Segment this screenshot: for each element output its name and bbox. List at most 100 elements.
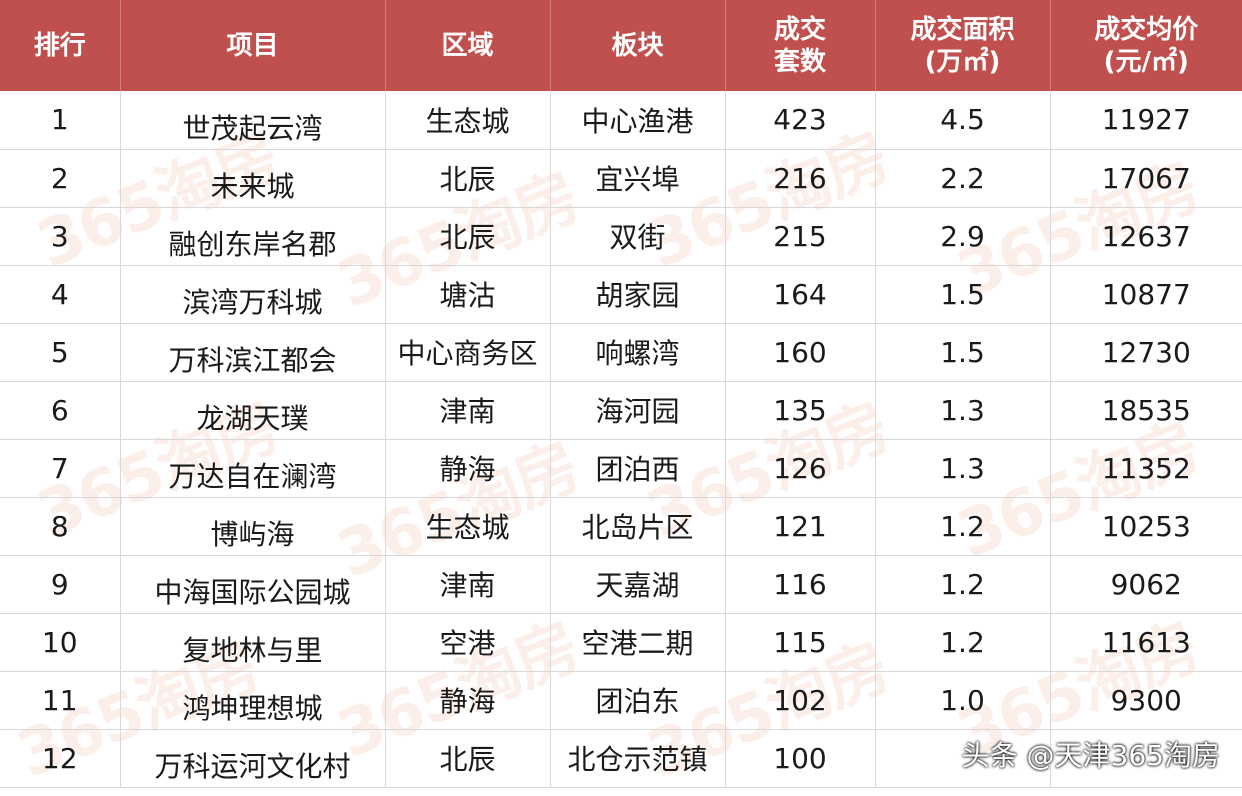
cell-block: 双街 xyxy=(550,207,725,265)
cell-block: 中心渔港 xyxy=(550,91,725,149)
cell-area: 4.5 xyxy=(875,91,1050,149)
cell-district: 生态城 xyxy=(385,91,550,149)
table-header-row: 排行 项目 区域 板块 成交 套数 成交面积 (万㎡) 成交均价 (元/㎡) xyxy=(0,0,1242,91)
cell-units: 102 xyxy=(725,671,875,729)
cell-price: 9300 xyxy=(1050,671,1242,729)
cell-rank: 10 xyxy=(0,613,120,671)
cell-district: 津南 xyxy=(385,381,550,439)
cell-units: 160 xyxy=(725,323,875,381)
cell-project: 万达自在澜湾 xyxy=(120,439,385,497)
cell-district: 北辰 xyxy=(385,729,550,787)
header-price-line2: (元/㎡) xyxy=(1051,46,1242,78)
cell-district: 北辰 xyxy=(385,149,550,207)
cell-rank: 4 xyxy=(0,265,120,323)
cell-project: 滨湾万科城 xyxy=(120,265,385,323)
cell-units: 115 xyxy=(725,613,875,671)
cell-price: 9062 xyxy=(1050,555,1242,613)
header-area-line1: 成交面积 xyxy=(876,14,1050,46)
cell-price: 12730 xyxy=(1050,323,1242,381)
cell-units: 126 xyxy=(725,439,875,497)
cell-area: 1.5 xyxy=(875,265,1050,323)
cell-price: 10253 xyxy=(1050,497,1242,555)
cell-units: 164 xyxy=(725,265,875,323)
cell-area: 1.3 xyxy=(875,439,1050,497)
cell-rank: 3 xyxy=(0,207,120,265)
cell-block: 宜兴埠 xyxy=(550,149,725,207)
cell-project: 融创东岸名郡 xyxy=(120,207,385,265)
cell-units: 135 xyxy=(725,381,875,439)
cell-district: 中心商务区 xyxy=(385,323,550,381)
cell-price: 18535 xyxy=(1050,381,1242,439)
cell-project: 鸿坤理想城 xyxy=(120,671,385,729)
cell-rank: 1 xyxy=(0,91,120,149)
cell-district: 津南 xyxy=(385,555,550,613)
cell-district: 北辰 xyxy=(385,207,550,265)
header-price: 成交均价 (元/㎡) xyxy=(1050,0,1242,91)
cell-project: 万科滨江都会 xyxy=(120,323,385,381)
cell-district: 空港 xyxy=(385,613,550,671)
header-price-line1: 成交均价 xyxy=(1051,14,1242,46)
cell-price: 11613 xyxy=(1050,613,1242,671)
cell-price: 10877 xyxy=(1050,265,1242,323)
header-project: 项目 xyxy=(120,0,385,91)
cell-rank: 7 xyxy=(0,439,120,497)
cell-block: 北仓示范镇 xyxy=(550,729,725,787)
cell-rank: 12 xyxy=(0,729,120,787)
cell-block: 团泊西 xyxy=(550,439,725,497)
cell-area: 1.2 xyxy=(875,613,1050,671)
cell-project: 世茂起云湾 xyxy=(120,91,385,149)
cell-block: 北岛片区 xyxy=(550,497,725,555)
header-units: 成交 套数 xyxy=(725,0,875,91)
cell-area: 2.2 xyxy=(875,149,1050,207)
cell-units: 100 xyxy=(725,729,875,787)
cell-project: 博屿海 xyxy=(120,497,385,555)
cell-rank: 9 xyxy=(0,555,120,613)
cell-district: 塘沽 xyxy=(385,265,550,323)
cell-rank: 11 xyxy=(0,671,120,729)
cell-project: 复地林与里 xyxy=(120,613,385,671)
cell-district: 静海 xyxy=(385,439,550,497)
header-units-line1: 成交 xyxy=(726,14,875,46)
cell-units: 116 xyxy=(725,555,875,613)
header-units-line2: 套数 xyxy=(726,46,875,78)
cell-project: 龙湖天璞 xyxy=(120,381,385,439)
cell-units: 216 xyxy=(725,149,875,207)
cell-district: 生态城 xyxy=(385,497,550,555)
cell-area: 1.0 xyxy=(875,671,1050,729)
cell-block: 空港二期 xyxy=(550,613,725,671)
cell-rank: 2 xyxy=(0,149,120,207)
cell-area: 1.2 xyxy=(875,497,1050,555)
header-district: 区域 xyxy=(385,0,550,91)
header-rank: 排行 xyxy=(0,0,120,91)
cell-rank: 5 xyxy=(0,323,120,381)
cell-block: 海河园 xyxy=(550,381,725,439)
header-block: 板块 xyxy=(550,0,725,91)
cell-area: 1.2 xyxy=(875,555,1050,613)
cell-block: 团泊东 xyxy=(550,671,725,729)
cell-project: 未来城 xyxy=(120,149,385,207)
cell-units: 121 xyxy=(725,497,875,555)
cell-block: 胡家园 xyxy=(550,265,725,323)
cell-area: 1.5 xyxy=(875,323,1050,381)
header-area-line2: (万㎡) xyxy=(876,46,1050,78)
cell-project: 中海国际公园城 xyxy=(120,555,385,613)
cell-block: 响螺湾 xyxy=(550,323,725,381)
cell-area: 1.3 xyxy=(875,381,1050,439)
cell-project: 万科运河文化村 xyxy=(120,729,385,787)
cell-rank: 8 xyxy=(0,497,120,555)
cell-price: 11352 xyxy=(1050,439,1242,497)
cell-units: 423 xyxy=(725,91,875,149)
cell-price: 17067 xyxy=(1050,149,1242,207)
source-credit: 头条 @天津365淘房 xyxy=(962,734,1220,774)
header-area: 成交面积 (万㎡) xyxy=(875,0,1050,91)
